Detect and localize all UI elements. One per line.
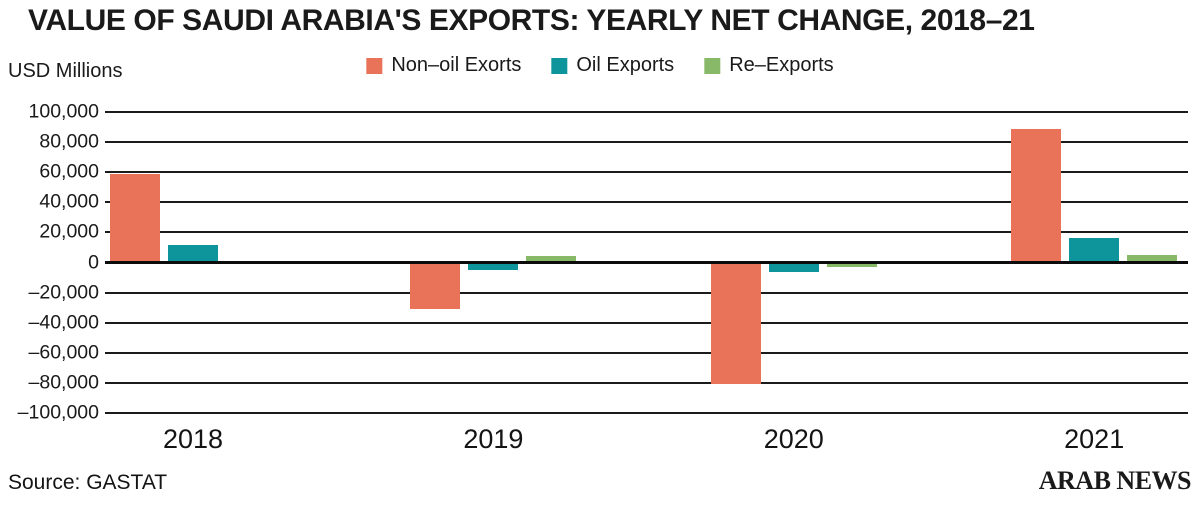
y-tick-label: 60,000 (39, 160, 99, 183)
y-tick-label: –40,000 (28, 310, 100, 333)
y-tick-label: –20,000 (28, 280, 100, 303)
legend-label: Re–Exports (729, 54, 834, 76)
legend-swatch-icon (551, 57, 568, 74)
bar-2019-series-2 (526, 255, 577, 263)
legend-swatch-icon (366, 57, 383, 74)
gridline (105, 351, 1188, 354)
bar-2020-series-2 (826, 262, 877, 267)
gridline (105, 412, 1188, 414)
x-tick-label-2018: 2018 (162, 424, 224, 454)
bar-2019-series-1 (468, 262, 519, 271)
x-tick-label-2019: 2019 (463, 424, 524, 454)
legend-item: Oil Exports (551, 54, 674, 77)
bar-2020-series-0 (710, 262, 761, 385)
gridline (105, 111, 1188, 113)
bar-2018-series-1 (168, 245, 218, 263)
bar-2021-series-0 (1011, 128, 1062, 263)
y-tick-label: –80,000 (28, 371, 100, 394)
y-tick-label: 20,000 (39, 220, 99, 243)
legend-item: Non–oil Exorts (366, 54, 521, 77)
gridline (105, 231, 1188, 234)
legend: Non–oil Exorts Oil Exports Re–Exports (366, 54, 834, 77)
y-tick-label: 80,000 (39, 130, 99, 153)
gridline (105, 291, 1188, 294)
legend-swatch-icon (704, 57, 721, 74)
bar-2018-series-0 (110, 173, 160, 263)
y-tick-label: 100,000 (28, 100, 100, 123)
plot-area (105, 111, 1188, 414)
gridline (105, 201, 1188, 204)
zero-baseline (105, 261, 1188, 264)
x-tick-label-2021: 2021 (1064, 424, 1125, 454)
y-tick-label: –100,000 (17, 401, 99, 424)
y-tick-label: 0 (88, 250, 99, 273)
brand-logo: ARAB NEWS (1038, 466, 1192, 495)
gridline (105, 171, 1188, 174)
gridline (105, 141, 1188, 144)
bar-2019-series-0 (410, 262, 461, 310)
y-axis-tick-labels: 100,000 80,000 60,000 40,000 20,000 0 –20,000 –… (0, 0, 99, 507)
legend-label: Oil Exports (576, 54, 675, 76)
y-tick-label: –60,000 (28, 341, 100, 364)
bar-2021-series-1 (1069, 238, 1120, 263)
gridline (105, 321, 1188, 324)
legend-label: Non–oil Exorts (391, 54, 522, 76)
bar-2020-series-1 (768, 262, 819, 272)
x-axis-tick-labels: 2018 2019 2020 2021 (0, 426, 1200, 460)
x-tick-label-2020: 2020 (763, 424, 824, 454)
gridline (105, 381, 1188, 384)
legend-item: Re–Exports (704, 54, 834, 77)
y-axis-unit-label: USD Millions (8, 60, 123, 82)
bar-2021-series-2 (1127, 254, 1178, 263)
source-note: Source: GASTAT (8, 471, 168, 494)
y-tick-label: 40,000 (39, 190, 99, 213)
chart-title: VALUE OF SAUDI ARABIA'S EXPORTS: YEARLY … (28, 4, 1035, 37)
